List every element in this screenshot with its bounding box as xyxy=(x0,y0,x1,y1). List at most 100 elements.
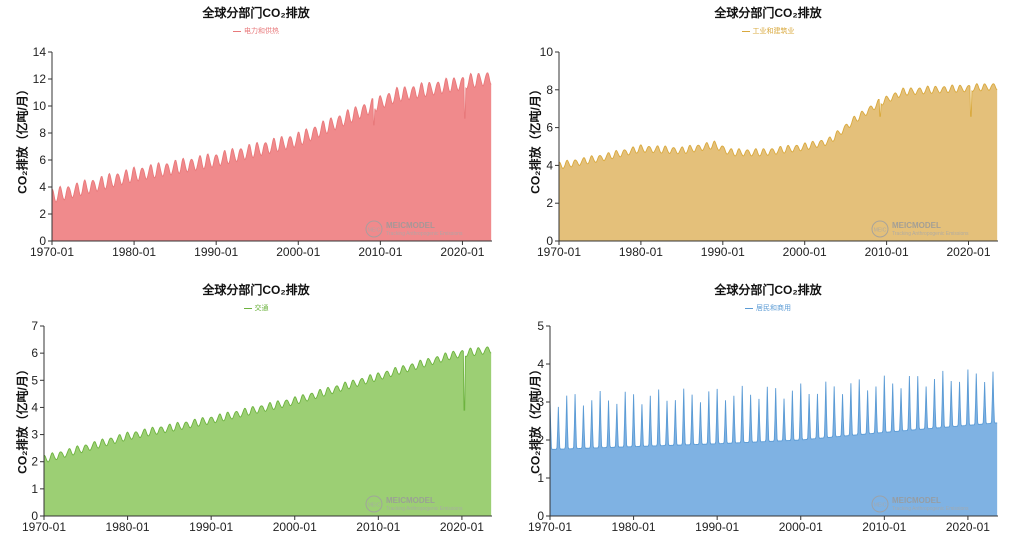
series-area xyxy=(44,346,492,516)
legend[interactable]: 工业和建筑业 xyxy=(512,26,1024,36)
legend[interactable]: 交通 xyxy=(0,303,512,313)
legend-label: 电力和供热 xyxy=(244,28,279,35)
watermark-mark: MEIC xyxy=(368,503,381,509)
chart-panel-industry: 全球分部门CO₂排放 工业和建筑业 CO₂排放（亿吨/月） 0 2 4 6 8 10 197… xyxy=(512,0,1024,279)
x-tick-label: 1970-01 xyxy=(528,520,572,534)
y-tick-label: 5 xyxy=(537,319,544,333)
y-tick-label: 5 xyxy=(31,373,38,387)
watermark-mark: MEIC xyxy=(368,228,381,234)
watermark-circle xyxy=(871,220,889,238)
legend-label: 交通 xyxy=(254,305,269,312)
chart-title: 全球分部门CO₂排放 xyxy=(714,283,822,297)
y-tick-label: 0 xyxy=(537,509,544,523)
x-tick-label: 1980-01 xyxy=(106,520,150,534)
x-tick-label: 2000-01 xyxy=(276,245,320,259)
series-line xyxy=(51,72,492,203)
y-tick-label: 1 xyxy=(537,471,544,485)
y-tick-label: 2 xyxy=(31,455,38,469)
watermark-title: MEICMODEL xyxy=(892,496,941,505)
y-tick-label: 14 xyxy=(33,45,47,59)
y-tick-label: 12 xyxy=(33,72,47,86)
y-tick-label: 3 xyxy=(537,395,544,409)
y-tick-label: 0 xyxy=(546,234,553,248)
y-tick-label: 4 xyxy=(31,400,38,414)
chart-svg: 0 2 4 6 8 10 12 14 1970-01 1980-01 1990-01 2000-01 2… xyxy=(30,45,492,259)
x-tick-label: 2000-01 xyxy=(779,520,823,534)
legend-swatch xyxy=(745,307,753,309)
watermark-title: MEICMODEL xyxy=(386,221,435,230)
watermark-circle xyxy=(365,495,383,513)
x-tick-label: 1990-01 xyxy=(695,520,739,534)
x-tick-label: 2010-01 xyxy=(865,245,909,259)
y-tick-label: 2 xyxy=(537,433,544,447)
x-tick-label: 2020-01 xyxy=(440,245,484,259)
y-tick-label: 2 xyxy=(546,196,553,210)
series-area xyxy=(559,83,998,241)
watermark-title: MEICMODEL xyxy=(892,221,941,230)
y-tick-label: 6 xyxy=(39,153,46,167)
series-line xyxy=(558,83,998,169)
y-tick-label: 10 xyxy=(33,99,47,113)
y-tick-label: 8 xyxy=(546,83,553,97)
x-tick-label: 2020-01 xyxy=(946,245,990,259)
y-tick-label: 1 xyxy=(31,482,38,496)
chart-svg: 0 1 2 3 4 5 6 7 1970-01 1980-01 1990-01 2000-01 2010… xyxy=(22,319,492,534)
legend-swatch xyxy=(741,30,750,32)
watermark-subtitle: Tracking Anthropogenic Emissions xyxy=(892,231,969,237)
x-tick-label: 2000-01 xyxy=(783,245,827,259)
chart-panel-electricity: 全球分部门CO₂排放 电力和供热 CO₂排放（亿吨/月） 0 2 4 6 8 10 12 14… xyxy=(0,0,512,279)
watermark-subtitle: Tracking Anthropogenic Emissions xyxy=(386,231,463,237)
x-tick-label: 1990-01 xyxy=(194,245,238,259)
legend[interactable]: 电力和供热 xyxy=(0,26,512,36)
y-tick-label: 7 xyxy=(31,319,38,333)
x-tick-label: 1980-01 xyxy=(112,245,156,259)
chart-svg: 0 1 2 3 4 5 1970-01 1980-01 1990-01 2000-01 2010-0… xyxy=(528,319,998,534)
series-area xyxy=(52,72,492,241)
chart-title: 全球分部门CO₂排放 xyxy=(714,6,822,20)
y-tick-label: 6 xyxy=(31,346,38,360)
legend[interactable]: 居民和商用 xyxy=(512,303,1024,313)
y-tick-label: 0 xyxy=(31,509,38,523)
chart-panel-transport: 全球分部门CO₂排放 交通 CO₂排放（亿吨/月） 0 1 2 3 4 5 6 7 1970-0… xyxy=(0,277,512,558)
x-tick-label: 1980-01 xyxy=(612,520,656,534)
watermark-title: MEICMODEL xyxy=(386,496,435,505)
y-tick-label: 3 xyxy=(31,428,38,442)
watermark-subtitle: Tracking Anthropogenic Emissions xyxy=(892,506,969,512)
watermark-subtitle: Tracking Anthropogenic Emissions xyxy=(386,506,463,512)
chart-panel-residential: 全球分部门CO₂排放 居民和商用 CO₂排放（亿吨/月） 0 1 2 3 4 5 1970-… xyxy=(512,277,1024,558)
y-tick-label: 0 xyxy=(39,234,46,248)
x-tick-label: 1980-01 xyxy=(619,245,663,259)
x-tick-label: 1970-01 xyxy=(537,245,581,259)
chart-title: 全球分部门CO₂排放 xyxy=(202,283,310,297)
y-tick-label: 4 xyxy=(546,158,553,172)
chart-svg: 0 2 4 6 8 10 1970-01 1980-01 1990-01 2000-01 2010-… xyxy=(537,45,998,259)
y-tick-label: 2 xyxy=(39,207,46,221)
x-tick-label: 2000-01 xyxy=(273,520,317,534)
chart-title: 全球分部门CO₂排放 xyxy=(202,6,310,20)
series-line xyxy=(43,346,492,463)
x-tick-label: 1970-01 xyxy=(22,520,66,534)
x-tick-label: 1990-01 xyxy=(701,245,745,259)
legend-label: 工业和建筑业 xyxy=(752,28,795,35)
y-tick-label: 6 xyxy=(546,121,553,135)
watermark-mark: MEIC xyxy=(874,228,887,234)
legend-swatch xyxy=(233,30,241,32)
series-line xyxy=(549,369,998,450)
x-tick-label: 2010-01 xyxy=(356,520,400,534)
y-tick-label: 8 xyxy=(39,126,46,140)
x-tick-label: 1970-01 xyxy=(30,245,74,259)
series-area xyxy=(550,369,998,516)
legend-label: 居民和商用 xyxy=(756,305,791,312)
watermark-circle xyxy=(365,220,383,238)
y-tick-label: 4 xyxy=(39,180,46,194)
y-tick-label: 10 xyxy=(540,45,554,59)
y-tick-label: 4 xyxy=(537,357,544,371)
x-tick-label: 2020-01 xyxy=(440,520,484,534)
x-tick-label: 2020-01 xyxy=(946,520,990,534)
x-tick-label: 2010-01 xyxy=(358,245,402,259)
legend-swatch xyxy=(243,307,252,309)
